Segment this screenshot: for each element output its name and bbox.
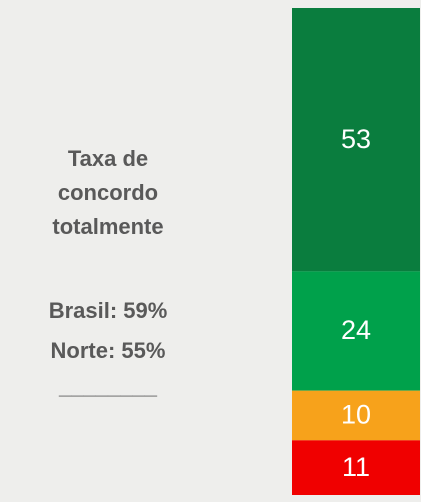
bar-segment <box>292 390 420 441</box>
data-label: 10 <box>341 400 371 430</box>
annotation: Brasil: 59% <box>49 298 168 323</box>
bar-segment <box>292 440 420 495</box>
bar-segment <box>292 8 420 272</box>
bar-segment <box>292 271 420 391</box>
data-label: 53 <box>341 124 371 154</box>
annotation: totalmente <box>52 214 163 239</box>
annotation: concordo <box>58 180 158 205</box>
data-label: 24 <box>341 315 371 345</box>
annotation: Taxa de <box>68 146 148 171</box>
data-label: 11 <box>342 452 370 482</box>
annotation: ________ <box>58 374 158 399</box>
annotation: Norte: 55% <box>51 338 166 363</box>
